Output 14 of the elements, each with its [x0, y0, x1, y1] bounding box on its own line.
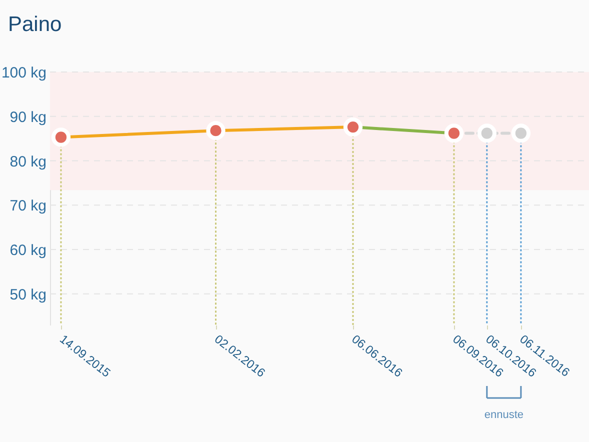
- y-tick-label: 70 kg: [10, 198, 46, 215]
- chart-title: Paino: [8, 13, 62, 36]
- point: [444, 124, 464, 143]
- point: [477, 124, 496, 143]
- y-tick-label: 50 kg: [10, 286, 46, 304]
- point: [511, 124, 531, 143]
- text: ennuste: [484, 409, 524, 421]
- y-tick-label: 60 kg: [10, 242, 46, 260]
- y-tick-label: 80 kg: [10, 153, 46, 170]
- point: [206, 121, 226, 140]
- y-tick-label: 90 kg: [10, 108, 46, 126]
- point: [343, 117, 363, 137]
- point: [51, 128, 71, 147]
- y-tick-label: 100 kg: [1, 64, 46, 82]
